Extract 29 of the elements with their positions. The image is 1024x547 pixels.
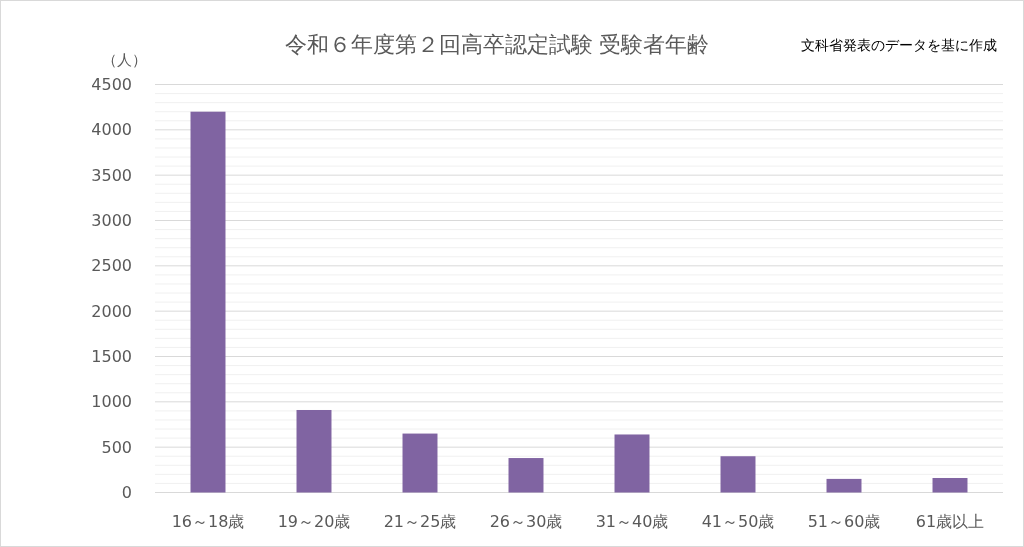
bar	[932, 477, 968, 493]
x-tick-label: 19～20歳	[277, 511, 351, 531]
bar	[826, 478, 862, 493]
y-tick-label: 3500	[91, 165, 132, 185]
bar	[402, 433, 438, 493]
bar	[296, 409, 332, 493]
y-tick-label: 1500	[91, 347, 132, 366]
bar	[614, 434, 650, 493]
x-tick-label: 41～50歳	[701, 511, 775, 531]
x-tick-label: 26～30歳	[489, 511, 563, 531]
chart-title: 令和６年度第２回高卒認定試験 受験者年齢	[284, 31, 710, 57]
y-tick-label: 1000	[91, 392, 132, 412]
x-tick-label: 61歳以上	[915, 511, 985, 531]
y-tick-label: 2500	[91, 256, 132, 276]
bar	[720, 456, 756, 493]
y-tick-label: 4000	[91, 120, 132, 140]
y-tick-label: 3000	[91, 211, 132, 230]
y-tick-label: 4500	[91, 75, 132, 94]
y-tick-label: 2000	[91, 301, 132, 321]
bar	[508, 458, 544, 493]
x-tick-label: 16～18歳	[171, 511, 245, 531]
y-axis-title: （人）	[101, 51, 147, 69]
y-tick-label: 0	[121, 483, 132, 502]
x-tick-label: 21～25歳	[383, 511, 457, 531]
x-tick-label: 31～40歳	[595, 511, 669, 531]
x-tick-label: 51～60歳	[807, 511, 881, 531]
text: 文科省発表のデータを基に作成	[801, 37, 997, 53]
bar	[190, 111, 226, 493]
y-tick-label: 500	[101, 437, 132, 457]
